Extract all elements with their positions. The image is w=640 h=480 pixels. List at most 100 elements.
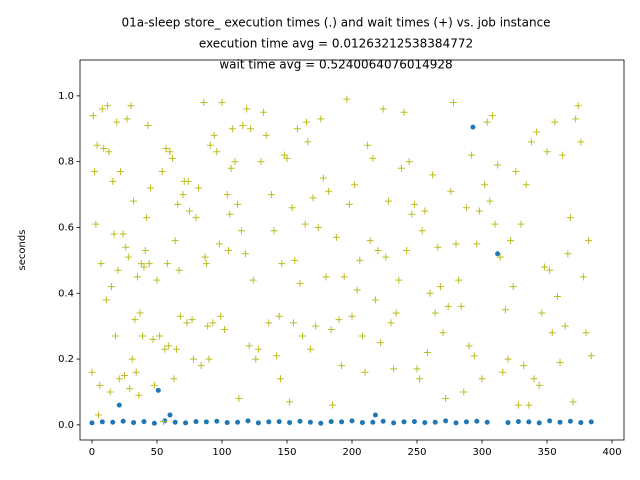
- wait-point: [364, 141, 372, 149]
- wait-point: [569, 398, 577, 406]
- wait-point: [156, 332, 164, 340]
- x-tick-label: 300: [472, 447, 491, 458]
- wait-point: [340, 273, 348, 281]
- wait-point: [478, 375, 486, 383]
- x-tick-label: 200: [342, 447, 361, 458]
- wait-point: [540, 263, 548, 271]
- wait-point: [395, 276, 403, 284]
- wait-point: [162, 145, 170, 153]
- wait-point: [345, 200, 353, 208]
- execution-point: [193, 419, 199, 425]
- x-tick-label: 50: [151, 447, 164, 458]
- wait-point: [283, 154, 291, 162]
- execution-point: [372, 412, 378, 418]
- wait-point: [296, 279, 304, 287]
- execution-point: [401, 419, 407, 425]
- wait-point: [408, 210, 416, 218]
- wait-point: [564, 250, 572, 258]
- wait-point: [462, 204, 470, 212]
- chart-title: 01a-sleep store_ execution times (.) and…: [121, 16, 550, 30]
- wait-point: [520, 362, 528, 370]
- wait-point: [587, 352, 595, 360]
- wait-point: [496, 253, 504, 261]
- wait-point: [122, 243, 130, 251]
- wait-point: [447, 187, 455, 195]
- wait-point: [224, 246, 232, 254]
- wait-point: [206, 141, 214, 149]
- execution-point: [474, 418, 480, 424]
- wait-point: [405, 158, 413, 166]
- chart-subtitle: wait time avg = 0.5240064076014928: [219, 58, 452, 72]
- wait-point: [223, 191, 231, 199]
- x-tick-label: 0: [89, 447, 95, 458]
- execution-point: [99, 419, 105, 425]
- y-tick-label: 0.6: [58, 222, 74, 233]
- execution-point: [391, 420, 397, 426]
- execution-point: [297, 418, 303, 424]
- wait-point: [421, 207, 429, 215]
- wait-point: [410, 200, 418, 208]
- wait-point: [403, 246, 411, 254]
- wait-point: [314, 223, 322, 231]
- wait-point: [517, 220, 525, 228]
- x-tick-label: 250: [407, 447, 426, 458]
- wait-point: [205, 355, 213, 363]
- wait-point: [413, 365, 421, 373]
- wait-point: [102, 296, 110, 304]
- wait-point: [228, 125, 236, 133]
- wait-point: [257, 158, 265, 166]
- wait-point: [113, 118, 121, 126]
- wait-point: [100, 145, 108, 153]
- wait-point: [145, 260, 153, 268]
- wait-point: [369, 154, 377, 162]
- wait-point: [143, 214, 151, 222]
- x-tick-label: 100: [212, 447, 231, 458]
- wait-point: [158, 168, 166, 176]
- wait-point: [115, 375, 123, 383]
- wait-point: [444, 302, 452, 310]
- wait-point: [249, 276, 257, 284]
- wait-point: [289, 319, 297, 327]
- wait-point: [132, 368, 140, 376]
- wait-point: [512, 168, 520, 176]
- wait-point: [306, 345, 314, 353]
- wait-point: [358, 332, 366, 340]
- wait-point: [140, 263, 148, 271]
- wait-point: [382, 253, 390, 261]
- wait-point: [124, 253, 132, 261]
- wait-point: [123, 115, 131, 123]
- wait-point: [231, 158, 239, 166]
- wait-point: [141, 246, 149, 254]
- wait-point: [239, 121, 247, 129]
- execution-point: [255, 420, 261, 426]
- wait-point: [483, 118, 491, 126]
- wait-point: [371, 296, 379, 304]
- execution-point: [380, 418, 386, 424]
- wait-point: [119, 230, 127, 238]
- execution-point: [167, 412, 173, 418]
- wait-point: [377, 339, 385, 347]
- wait-point: [252, 355, 260, 363]
- wait-point: [174, 200, 182, 208]
- y-axis-label: seconds: [17, 230, 28, 271]
- wait-point: [302, 118, 310, 126]
- wait-point: [98, 105, 106, 113]
- wait-point: [319, 174, 327, 182]
- wait-point: [535, 381, 543, 389]
- wait-point: [218, 98, 226, 106]
- wait-point: [530, 375, 538, 383]
- wait-point: [343, 95, 351, 103]
- execution-point: [318, 420, 324, 426]
- wait-point: [135, 391, 143, 399]
- wait-point: [436, 283, 444, 291]
- wait-point: [475, 207, 483, 215]
- wait-point: [235, 395, 243, 403]
- wait-point: [577, 138, 585, 146]
- y-tick-label: 0.4: [58, 288, 74, 299]
- wait-point: [348, 312, 356, 320]
- wait-point: [275, 312, 283, 320]
- wait-point: [457, 302, 465, 310]
- execution-point: [203, 419, 209, 425]
- wait-point: [361, 368, 369, 376]
- execution-point: [443, 418, 449, 424]
